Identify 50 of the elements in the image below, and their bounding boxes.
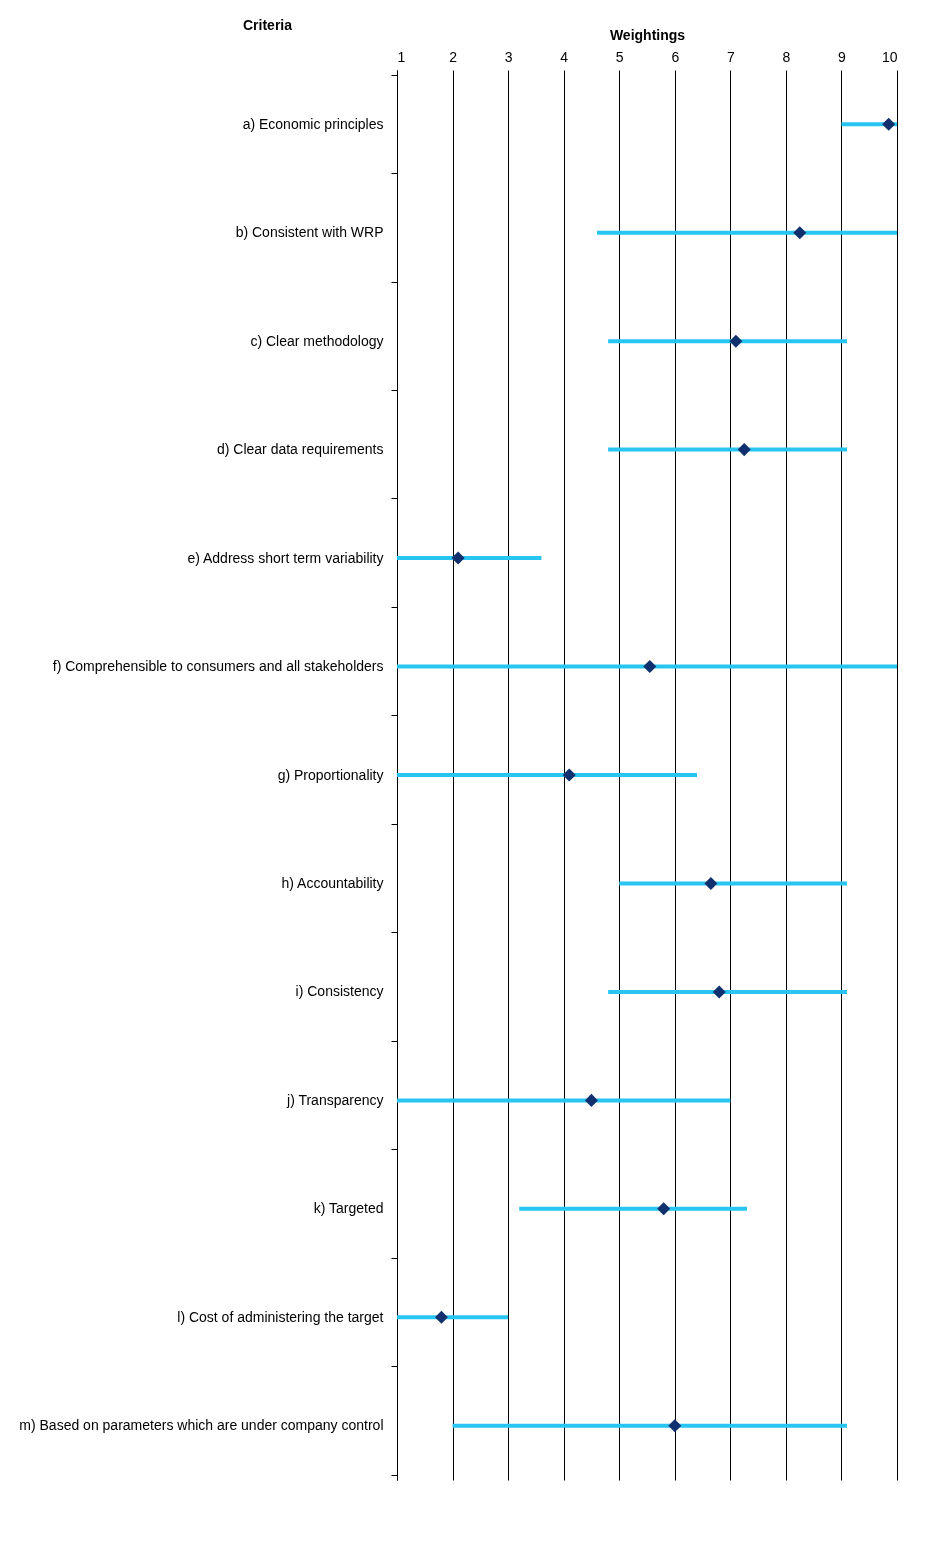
bar xyxy=(608,989,847,994)
y-tick-label: g) Proportionality xyxy=(277,766,384,783)
point xyxy=(562,768,576,782)
point xyxy=(704,876,718,890)
bar xyxy=(519,1206,747,1211)
bar xyxy=(619,881,847,886)
y-tick-label: b) Consistent with WRP xyxy=(235,224,384,241)
point xyxy=(882,117,896,131)
y-tick-label: h) Accountability xyxy=(281,874,384,891)
bar xyxy=(452,1423,847,1428)
x-tick-label: 6 xyxy=(671,48,680,65)
point xyxy=(668,1419,682,1433)
y-axis-title: Criteria xyxy=(242,16,293,33)
point xyxy=(643,660,657,674)
y-tick-label: f) Comprehensible to consumers and all stakeholders xyxy=(52,658,384,675)
y-tick-label: d) Clear data requirements xyxy=(216,441,384,458)
y-tick-label: c) Clear methodology xyxy=(250,332,384,349)
x-tick-label: 3 xyxy=(504,48,513,65)
point xyxy=(729,334,743,348)
x-tick-label: 2 xyxy=(449,48,458,65)
x-tick-label: 5 xyxy=(615,48,624,65)
bar xyxy=(608,339,847,344)
y-tick-label: k) Targeted xyxy=(313,1200,384,1217)
point xyxy=(712,985,726,999)
y-tick-label: e) Address short term variability xyxy=(187,549,384,566)
y-tick-label: m) Based on parameters which are under company control xyxy=(19,1417,384,1434)
point xyxy=(434,1310,448,1324)
x-tick-label: 9 xyxy=(838,48,847,65)
bar xyxy=(397,1098,731,1103)
point xyxy=(657,1202,671,1216)
y-tick-label: a) Economic principles xyxy=(242,115,384,132)
x-tick-label: 1 xyxy=(397,48,406,65)
bar xyxy=(597,230,897,235)
y-tick-label: l) Cost of administering the target xyxy=(177,1308,384,1325)
bar xyxy=(397,664,897,669)
bar xyxy=(608,447,847,452)
point xyxy=(584,1093,598,1107)
point xyxy=(737,443,751,457)
x-tick-label: 8 xyxy=(782,48,791,65)
bar xyxy=(397,556,542,561)
x-tick-label: 7 xyxy=(726,48,735,65)
y-tick-label: j) Transparency xyxy=(286,1091,384,1108)
x-tick-label: 10 xyxy=(881,48,898,65)
y-tick-label: i) Consistency xyxy=(295,983,384,1000)
x-tick-label: 4 xyxy=(560,48,569,65)
x-axis-title: Weightings xyxy=(609,26,686,43)
bar xyxy=(397,1315,509,1320)
point xyxy=(451,551,465,565)
bar xyxy=(397,773,697,777)
point xyxy=(793,226,807,240)
